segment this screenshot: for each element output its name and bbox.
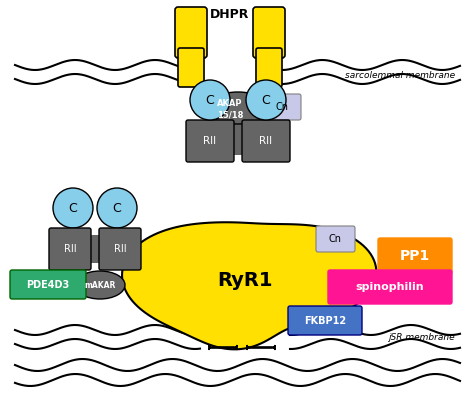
Circle shape <box>53 188 93 228</box>
Text: 15/18: 15/18 <box>217 111 243 120</box>
Text: AKAP: AKAP <box>217 100 243 109</box>
Circle shape <box>97 188 137 228</box>
FancyBboxPatch shape <box>253 7 285 58</box>
Bar <box>230 122 246 142</box>
Text: RII: RII <box>259 136 273 146</box>
Circle shape <box>190 80 230 120</box>
FancyBboxPatch shape <box>175 7 207 58</box>
FancyBboxPatch shape <box>288 306 362 335</box>
Text: C: C <box>262 94 270 107</box>
Text: C: C <box>113 201 121 214</box>
FancyBboxPatch shape <box>10 270 86 299</box>
FancyBboxPatch shape <box>328 270 452 304</box>
Text: FKBP12: FKBP12 <box>304 316 346 325</box>
Text: RyR1: RyR1 <box>217 271 273 290</box>
FancyBboxPatch shape <box>316 226 355 252</box>
Polygon shape <box>122 222 376 349</box>
Text: PP1: PP1 <box>400 249 430 263</box>
Bar <box>90 235 100 263</box>
FancyBboxPatch shape <box>99 228 141 270</box>
Text: RII: RII <box>203 136 217 146</box>
Text: RII: RII <box>64 244 76 254</box>
FancyBboxPatch shape <box>209 345 237 350</box>
Text: Cn: Cn <box>328 234 341 244</box>
Text: mAKAR: mAKAR <box>84 280 116 290</box>
Bar <box>232 127 244 155</box>
Ellipse shape <box>75 271 125 299</box>
Text: Cn: Cn <box>275 102 289 112</box>
Text: RII: RII <box>114 244 126 254</box>
FancyBboxPatch shape <box>256 48 282 87</box>
Text: PDE4D3: PDE4D3 <box>27 280 70 290</box>
FancyBboxPatch shape <box>186 120 234 162</box>
FancyBboxPatch shape <box>378 238 452 274</box>
FancyBboxPatch shape <box>247 345 275 350</box>
FancyBboxPatch shape <box>178 48 204 87</box>
Circle shape <box>246 80 286 120</box>
FancyBboxPatch shape <box>263 94 301 120</box>
FancyBboxPatch shape <box>242 120 290 162</box>
Text: C: C <box>206 94 214 107</box>
Text: sarcolemmal membrane: sarcolemmal membrane <box>345 70 455 79</box>
Text: spinophilin: spinophilin <box>356 282 424 292</box>
FancyBboxPatch shape <box>49 228 91 270</box>
Text: DHPR: DHPR <box>210 8 250 21</box>
Text: C: C <box>69 201 77 214</box>
Ellipse shape <box>206 92 271 124</box>
Text: jSR membrane: jSR membrane <box>388 333 455 342</box>
